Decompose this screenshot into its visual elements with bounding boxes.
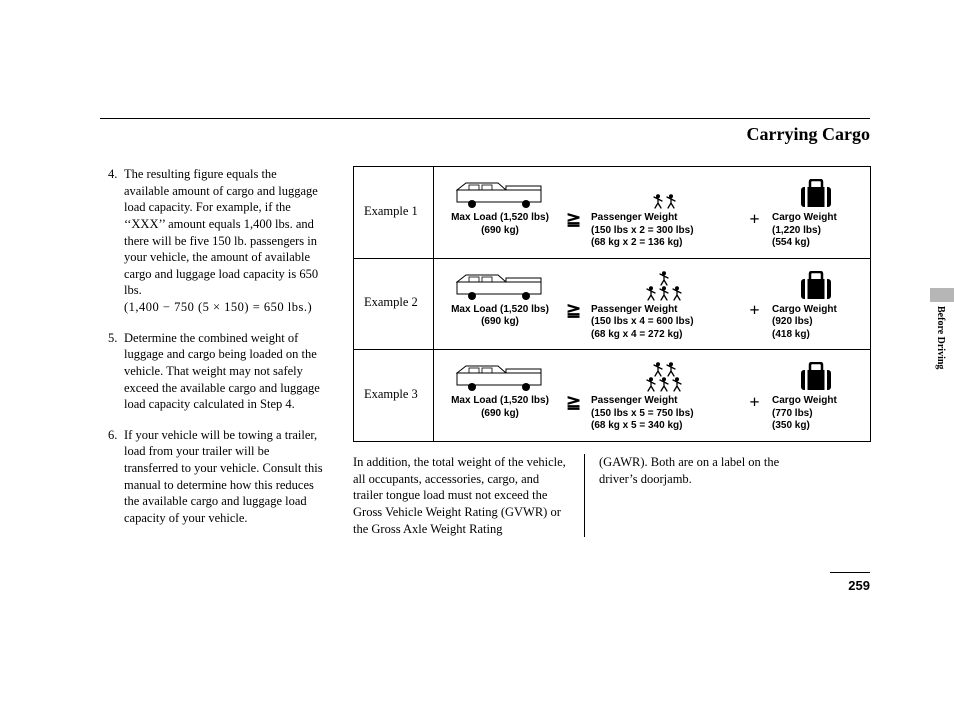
section-label: Before Driving [935, 306, 946, 369]
page-num-rule [830, 572, 870, 573]
truck-icon [456, 365, 544, 392]
example-row: Example 2Max Load (1,520 lbs)(690 kg)≧Pa… [354, 258, 871, 350]
suitcase-icon [798, 362, 834, 392]
example-label: Example 2 [354, 258, 434, 350]
plus-symbol: + [747, 209, 763, 230]
bottom-col-1: In addition, the total weight of the veh… [353, 454, 585, 537]
plus-symbol: + [747, 300, 763, 321]
list-num: 5. [108, 330, 124, 413]
header-rule [100, 118, 870, 119]
ge-symbol: ≧ [566, 392, 582, 413]
example-row: Example 3Max Load (1,520 lbs)(690 kg)≧Pa… [354, 350, 871, 442]
list-text: If your vehicle will be towing a trailer… [124, 427, 324, 527]
list-text: Determine the combined weight of luggage… [124, 330, 324, 413]
truck-icon [456, 182, 544, 209]
person-icon [671, 286, 683, 301]
list-num: 6. [108, 427, 124, 527]
list-num: 4. [108, 166, 124, 316]
example-content: Max Load (1,520 lbs)(690 kg)≧Passenger W… [434, 167, 871, 259]
person-icon [665, 194, 677, 209]
suitcase-icon [798, 271, 834, 301]
ge-symbol: ≧ [566, 209, 582, 230]
list-text: The resulting figure equals the availabl… [124, 166, 324, 316]
person-icon [645, 377, 657, 392]
person-icon [671, 377, 683, 392]
page-title: Carrying Cargo [747, 124, 870, 145]
suitcase-icon [798, 179, 834, 209]
person-icon [645, 286, 657, 301]
person-icon [652, 362, 664, 377]
page-number: 259 [848, 578, 870, 593]
person-icon [658, 286, 670, 301]
plus-symbol: + [747, 392, 763, 413]
example-label: Example 1 [354, 167, 434, 259]
bottom-col-2: (GAWR). Both are on a label on the drive… [585, 454, 805, 537]
person-icon [665, 362, 677, 377]
bottom-text: In addition, the total weight of the veh… [353, 454, 871, 537]
example-content: Max Load (1,520 lbs)(690 kg)≧Passenger W… [434, 350, 871, 442]
section-tab [930, 288, 954, 302]
example-label: Example 3 [354, 350, 434, 442]
ge-symbol: ≧ [566, 300, 582, 321]
example-content: Max Load (1,520 lbs)(690 kg)≧Passenger W… [434, 258, 871, 350]
truck-icon [456, 274, 544, 301]
person-icon [652, 194, 664, 209]
person-icon [658, 377, 670, 392]
example-row: Example 1Max Load (1,520 lbs)(690 kg)≧Pa… [354, 167, 871, 259]
person-icon [658, 271, 670, 286]
examples-table: Example 1Max Load (1,520 lbs)(690 kg)≧Pa… [353, 166, 871, 442]
instructions-column: 4. The resulting figure equals the avail… [108, 166, 324, 541]
